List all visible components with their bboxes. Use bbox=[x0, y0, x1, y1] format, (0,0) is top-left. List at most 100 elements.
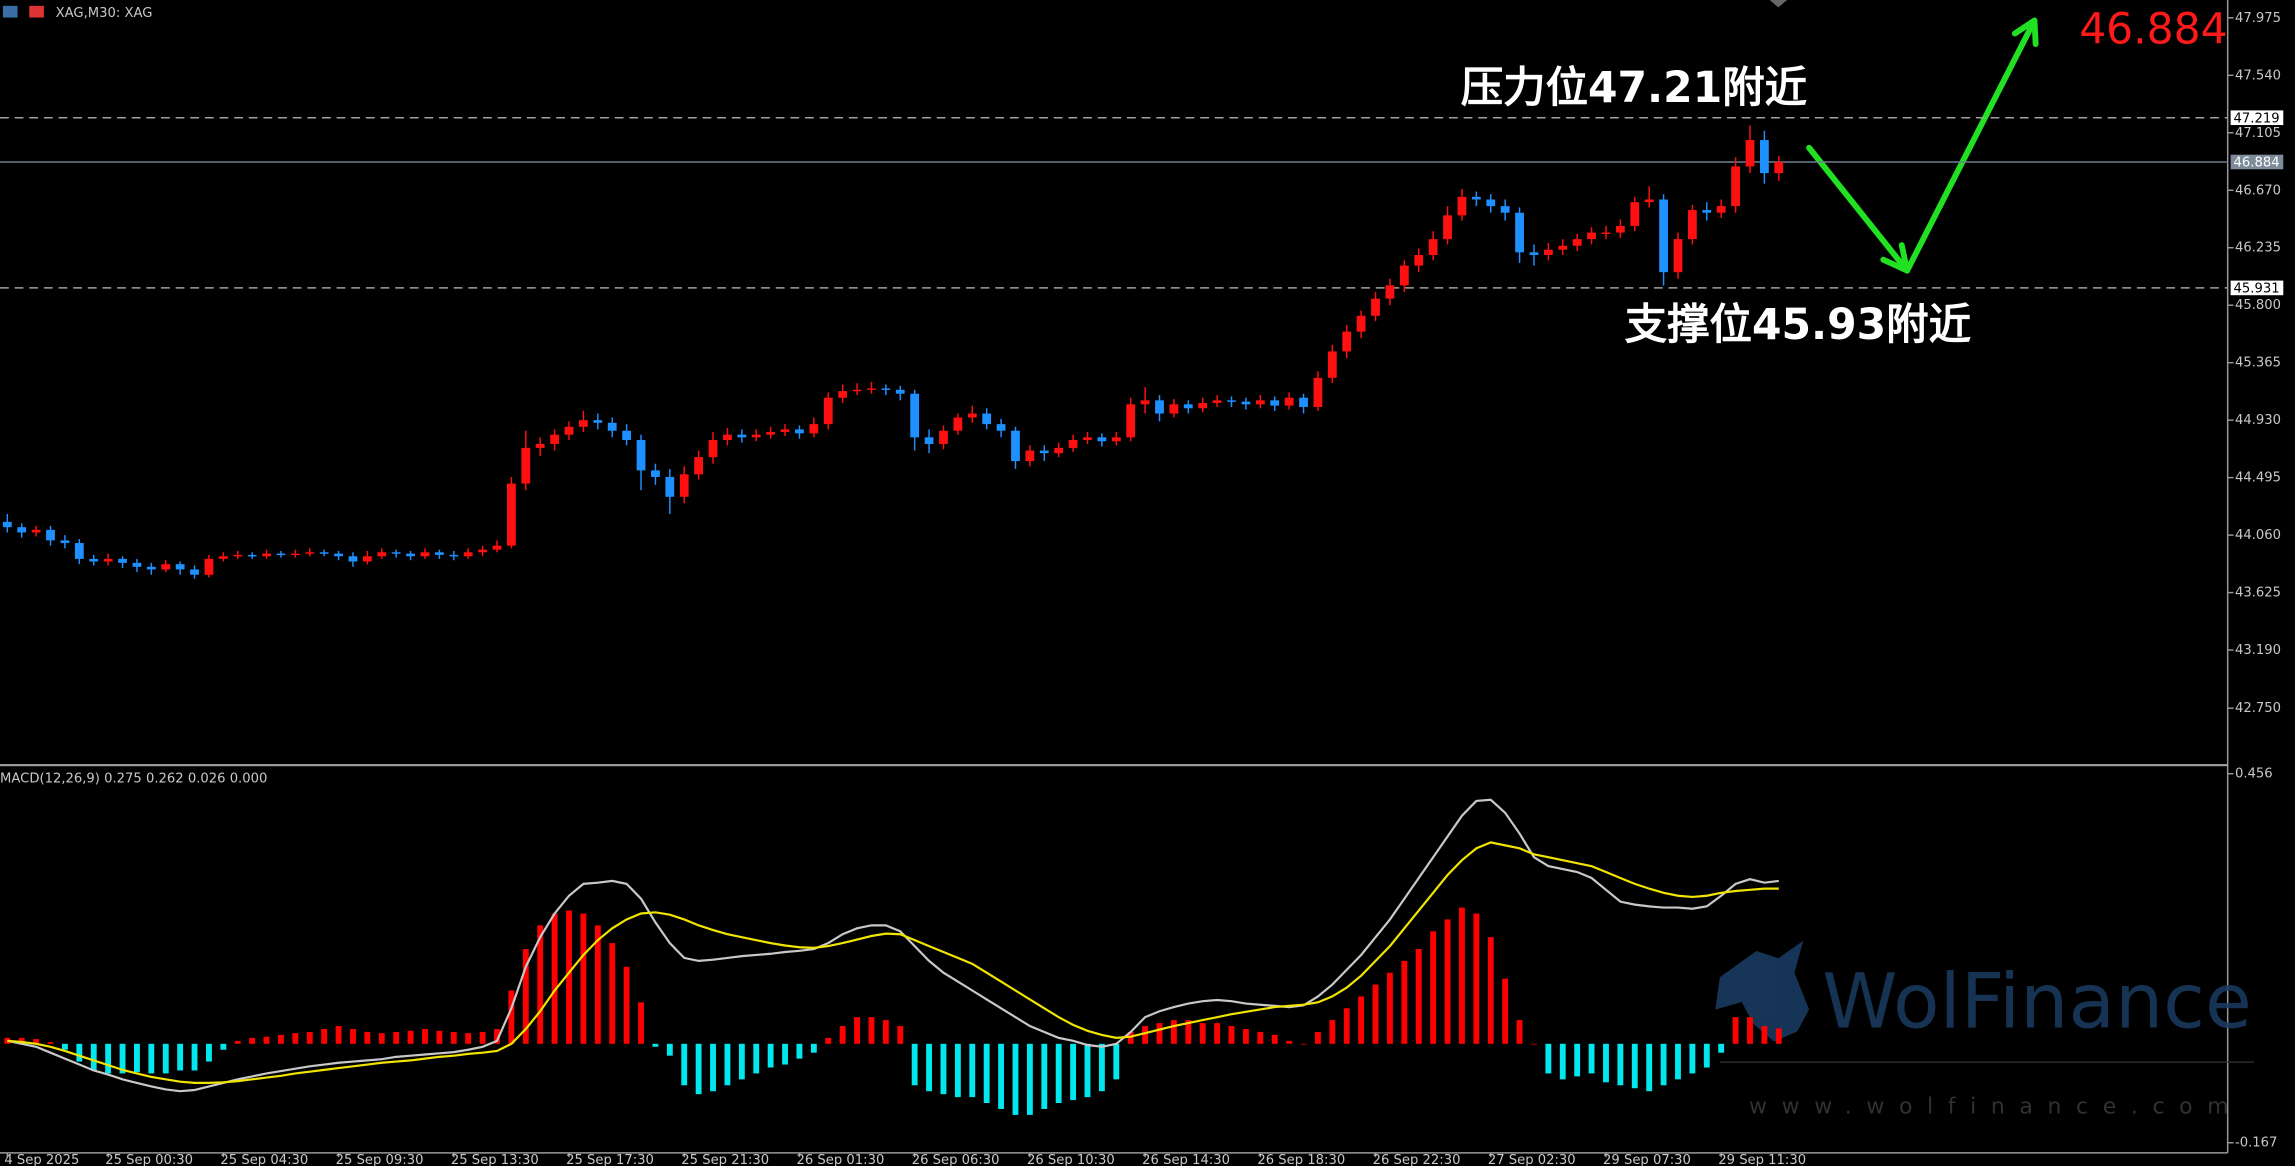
macd-histogram-bar bbox=[1459, 907, 1465, 1044]
macd-histogram-bar bbox=[191, 1043, 198, 1071]
macd-histogram-bar bbox=[782, 1043, 788, 1065]
macd-histogram-bar bbox=[1127, 1031, 1134, 1044]
macd-histogram-bar bbox=[1430, 931, 1437, 1044]
macd-histogram-bar bbox=[1761, 1026, 1768, 1044]
macd-histogram-bar bbox=[1329, 1020, 1336, 1044]
candle-body bbox=[46, 529, 55, 541]
macd-histogram-bar bbox=[47, 1042, 54, 1044]
x-tick-label: 25 Sep 00:30 bbox=[105, 1153, 193, 1166]
candle-body bbox=[1471, 196, 1481, 200]
candle-body bbox=[1716, 206, 1726, 213]
candle-body bbox=[1126, 404, 1136, 438]
candle-body bbox=[593, 420, 603, 423]
macd-histogram-bar bbox=[854, 1017, 860, 1044]
macd-histogram-bar bbox=[1084, 1043, 1091, 1098]
macd-histogram-bar bbox=[1026, 1043, 1033, 1115]
candle-body bbox=[823, 397, 833, 425]
macd-histogram-bar bbox=[436, 1030, 443, 1044]
level-label: 47.219 bbox=[2234, 111, 2280, 126]
candle-body bbox=[132, 562, 142, 567]
candle-body bbox=[982, 413, 992, 425]
macd-histogram-bar bbox=[1487, 937, 1494, 1044]
macd-histogram-bar bbox=[119, 1043, 126, 1074]
macd-histogram-bar bbox=[1631, 1043, 1638, 1089]
macd-histogram-bar bbox=[292, 1033, 299, 1044]
y-tick-label: -0.167 bbox=[2235, 1136, 2277, 1151]
macd-histogram-bar bbox=[1314, 1031, 1321, 1044]
watermark: WolFinance www.wolfinance.com bbox=[1715, 940, 2255, 1119]
macd-histogram-bar bbox=[1775, 1028, 1782, 1044]
resistance-note: 压力位47.21附近 bbox=[1461, 64, 1807, 113]
candle-body bbox=[1731, 166, 1740, 207]
macd-histogram-bar bbox=[666, 1043, 673, 1056]
macd-histogram-bar bbox=[1574, 1043, 1581, 1077]
x-tick-label: 26 Sep 01:30 bbox=[797, 1153, 885, 1166]
current-price: 46.884 bbox=[2079, 6, 2227, 55]
x-tick-label: 25 Sep 17:30 bbox=[566, 1153, 654, 1166]
macd-histogram-bar bbox=[537, 925, 544, 1044]
macd-histogram-bar bbox=[1199, 1023, 1206, 1044]
candle-body bbox=[564, 426, 574, 435]
macd-histogram-bar bbox=[911, 1043, 918, 1086]
macd-histogram-bar bbox=[1271, 1034, 1278, 1044]
candle-body bbox=[679, 474, 689, 497]
candle-body bbox=[521, 447, 531, 484]
x-tick-label: 25 Sep 04:30 bbox=[220, 1153, 308, 1166]
macd-histogram-bar bbox=[206, 1043, 212, 1062]
candle-body bbox=[463, 552, 473, 557]
macd-histogram-bar bbox=[422, 1029, 428, 1044]
level-label: 45.931 bbox=[2234, 282, 2280, 297]
macd-histogram-bar bbox=[1415, 949, 1422, 1044]
candle-body bbox=[391, 552, 401, 554]
candle-body bbox=[204, 558, 214, 575]
level-tag bbox=[2230, 154, 2284, 170]
candle-body bbox=[31, 529, 41, 533]
watermark-brand: WolFinance bbox=[1822, 957, 2252, 1046]
macd-histogram-bar bbox=[494, 1029, 500, 1044]
candle-body bbox=[218, 556, 228, 559]
macd-histogram-bar bbox=[551, 913, 558, 1044]
macd-histogram-bar bbox=[105, 1043, 112, 1074]
candle-body bbox=[1659, 199, 1668, 273]
macd-histogram-bar bbox=[450, 1031, 457, 1044]
macd-histogram-bar bbox=[767, 1043, 774, 1068]
candle-body bbox=[1673, 239, 1683, 273]
candle-body bbox=[535, 443, 545, 448]
candle-body bbox=[665, 476, 675, 497]
icon bbox=[2, 5, 18, 18]
macd-histogram-bar bbox=[4, 1037, 11, 1044]
x-tick-label: 29 Sep 07:30 bbox=[1603, 1153, 1691, 1166]
candle-body bbox=[1601, 232, 1611, 235]
macd-histogram-bar bbox=[969, 1043, 976, 1098]
y-tick-label: 46.235 bbox=[2235, 241, 2281, 256]
macd-histogram-bar bbox=[407, 1030, 414, 1044]
candle-body bbox=[1327, 351, 1337, 378]
candle-body bbox=[262, 553, 271, 557]
macd-histogram-bar bbox=[810, 1043, 817, 1053]
candle-body bbox=[2, 521, 12, 528]
macd-histogram-bar bbox=[623, 966, 630, 1044]
support-note: 支撑位45.93附近 bbox=[1625, 301, 1971, 350]
macd-histogram-bar bbox=[1689, 1043, 1696, 1074]
macd-histogram-bar bbox=[882, 1020, 889, 1044]
x-tick-label: 25 Sep 09:30 bbox=[336, 1153, 424, 1166]
macd-histogram-bar bbox=[926, 1043, 932, 1092]
candle-body bbox=[1356, 315, 1366, 332]
candle-body bbox=[1385, 285, 1395, 299]
macd-histogram-bar bbox=[335, 1026, 342, 1044]
candle-body bbox=[967, 413, 977, 418]
macd-histogram-bar bbox=[350, 1029, 356, 1044]
candle-body bbox=[348, 556, 358, 562]
candle-body bbox=[161, 564, 171, 570]
y-tick-label: 44.930 bbox=[2235, 413, 2281, 428]
macd-histogram-bar bbox=[652, 1043, 659, 1047]
candle-body bbox=[1054, 447, 1064, 454]
candle-body bbox=[190, 569, 199, 575]
macd-histogram-bar bbox=[1113, 1043, 1120, 1080]
candle-body bbox=[636, 439, 646, 471]
candle-body bbox=[1774, 161, 1784, 174]
macd-histogram-bar bbox=[1098, 1043, 1105, 1092]
candle-body bbox=[996, 424, 1006, 431]
candle-body bbox=[1227, 400, 1236, 402]
